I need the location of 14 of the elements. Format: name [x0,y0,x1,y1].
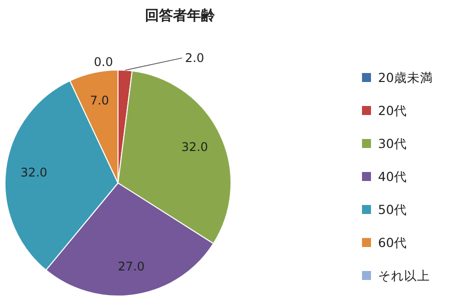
legend-label: 20歳未満 [378,70,433,85]
data-label: 32.0 [20,165,48,180]
legend-label: 20代 [378,103,407,118]
data-label: 27.0 [118,260,145,274]
legend-label: それ以上 [378,268,430,283]
legend-label: 50代 [378,202,407,217]
data-label: 2.0 [185,51,204,65]
data-label: 32.0 [181,140,208,154]
legend-label: 60代 [378,235,407,250]
chart-title: 回答者年齢 [145,8,216,24]
legend-label: 40代 [378,169,407,184]
text: 0.0 [94,55,113,69]
data-label: 7.0 [90,93,110,108]
legend-label: 30代 [378,136,407,151]
